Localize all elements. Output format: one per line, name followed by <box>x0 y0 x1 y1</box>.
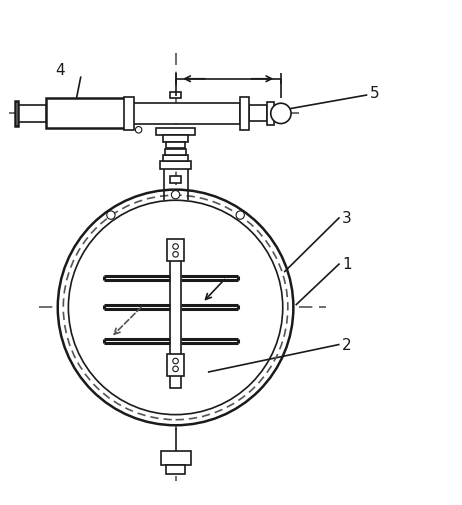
Bar <box>124 97 134 131</box>
Bar <box>249 106 267 122</box>
Circle shape <box>173 252 178 258</box>
Bar <box>161 451 191 465</box>
Circle shape <box>173 244 178 250</box>
Bar <box>15 102 18 127</box>
Bar <box>240 97 249 131</box>
Circle shape <box>68 201 283 415</box>
Bar <box>170 177 181 183</box>
Bar <box>163 136 188 143</box>
Text: 3: 3 <box>342 211 352 225</box>
Bar <box>166 465 185 474</box>
Circle shape <box>173 367 178 372</box>
Bar <box>160 161 191 170</box>
Circle shape <box>171 191 180 199</box>
Circle shape <box>58 190 293 425</box>
Bar <box>18 106 46 123</box>
Bar <box>170 93 181 99</box>
Bar <box>46 99 129 129</box>
Text: 2: 2 <box>342 337 352 352</box>
Bar <box>165 150 186 156</box>
Text: 4: 4 <box>55 63 65 78</box>
Bar <box>156 129 195 136</box>
Bar <box>167 239 184 262</box>
Circle shape <box>236 212 244 220</box>
Bar <box>167 354 184 376</box>
Bar <box>129 104 240 125</box>
Circle shape <box>107 212 115 220</box>
Bar <box>170 252 181 388</box>
Circle shape <box>271 104 291 124</box>
Circle shape <box>135 127 142 134</box>
Text: 5: 5 <box>370 86 379 101</box>
Bar <box>163 156 188 161</box>
Text: 1: 1 <box>342 257 352 272</box>
Bar <box>267 103 274 126</box>
Bar <box>166 143 185 148</box>
Circle shape <box>173 359 178 364</box>
